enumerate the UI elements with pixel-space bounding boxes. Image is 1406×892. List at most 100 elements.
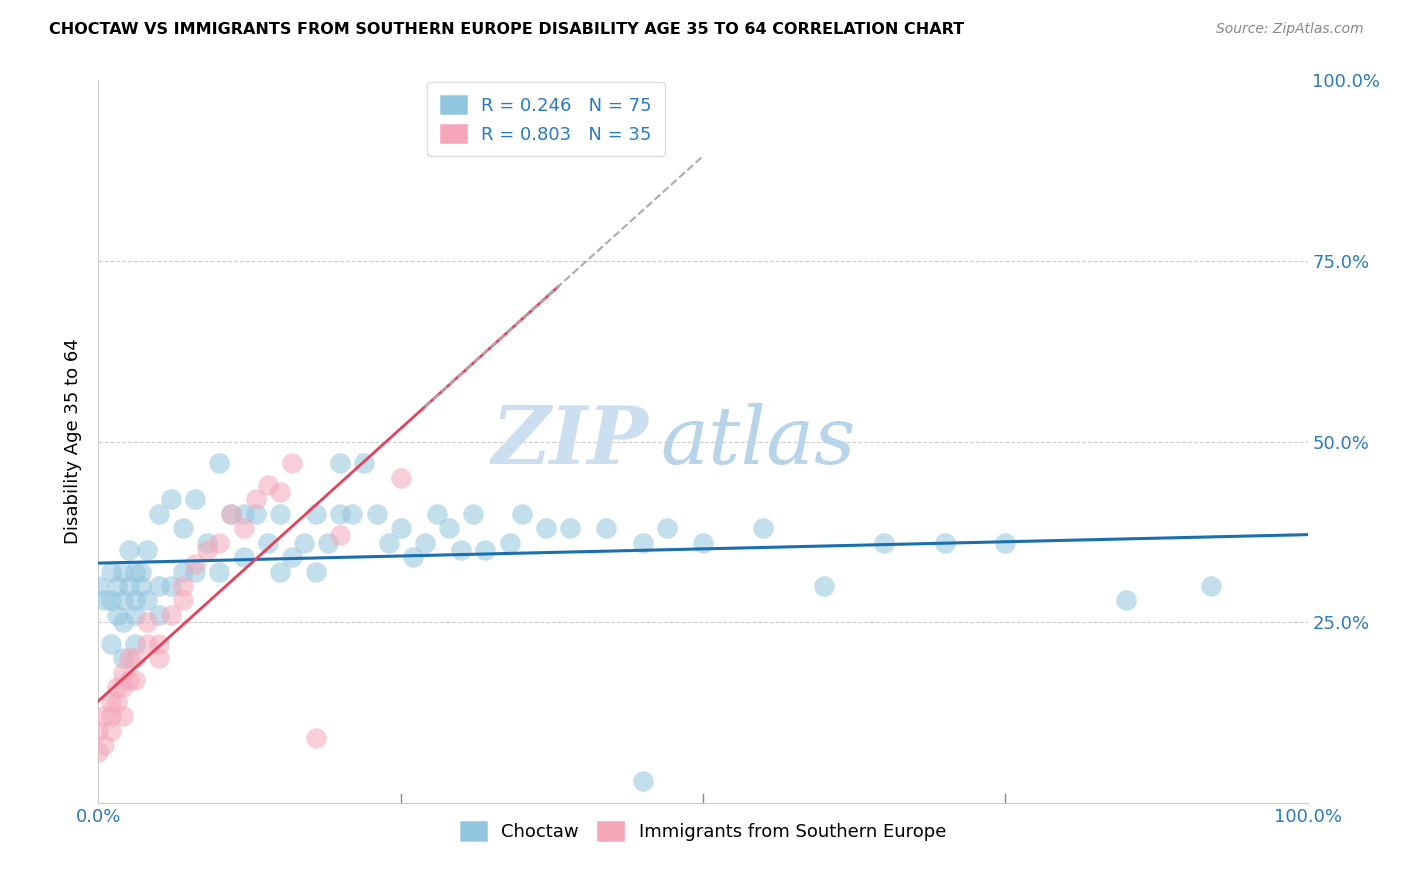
Point	[111, 665, 134, 680]
Point	[172, 521, 194, 535]
Point	[934, 535, 956, 549]
Point	[87, 723, 110, 738]
Point	[100, 637, 122, 651]
Point	[269, 507, 291, 521]
Point	[118, 651, 141, 665]
Point	[195, 535, 218, 549]
Point	[426, 507, 449, 521]
Point	[377, 535, 399, 549]
Point	[124, 637, 146, 651]
Point	[111, 651, 134, 665]
Point	[124, 565, 146, 579]
Point	[329, 507, 352, 521]
Point	[389, 470, 412, 484]
Point	[655, 521, 678, 535]
Point	[534, 521, 557, 535]
Point	[1199, 579, 1222, 593]
Point	[111, 709, 134, 723]
Point	[413, 535, 436, 549]
Point	[118, 542, 141, 557]
Legend: Choctaw, Immigrants from Southern Europe: Choctaw, Immigrants from Southern Europe	[453, 814, 953, 848]
Point	[281, 550, 304, 565]
Point	[160, 607, 183, 622]
Point	[105, 607, 128, 622]
Point	[118, 673, 141, 687]
Point	[148, 651, 170, 665]
Point	[316, 535, 339, 549]
Point	[111, 565, 134, 579]
Point	[437, 521, 460, 535]
Point	[129, 565, 152, 579]
Point	[232, 550, 254, 565]
Point	[329, 456, 352, 470]
Point	[111, 593, 134, 607]
Point	[353, 456, 375, 470]
Point	[498, 535, 520, 549]
Point	[124, 607, 146, 622]
Point	[148, 579, 170, 593]
Point	[160, 579, 183, 593]
Point	[292, 535, 315, 549]
Point	[994, 535, 1017, 549]
Point	[184, 558, 207, 572]
Point	[208, 535, 231, 549]
Point	[172, 565, 194, 579]
Text: atlas: atlas	[661, 403, 856, 480]
Point	[100, 695, 122, 709]
Point	[873, 535, 896, 549]
Point	[269, 485, 291, 500]
Point	[195, 542, 218, 557]
Point	[148, 507, 170, 521]
Point	[752, 521, 775, 535]
Point	[135, 615, 157, 630]
Point	[184, 565, 207, 579]
Point	[184, 492, 207, 507]
Point	[172, 593, 194, 607]
Point	[93, 593, 115, 607]
Point	[148, 637, 170, 651]
Point	[813, 579, 835, 593]
Point	[232, 507, 254, 521]
Point	[135, 542, 157, 557]
Point	[124, 593, 146, 607]
Point	[93, 738, 115, 752]
Point	[87, 745, 110, 759]
Point	[305, 565, 328, 579]
Point	[111, 680, 134, 694]
Point	[172, 579, 194, 593]
Point	[450, 542, 472, 557]
Point	[208, 565, 231, 579]
Point	[389, 521, 412, 535]
Point	[256, 478, 278, 492]
Point	[329, 528, 352, 542]
Point	[135, 637, 157, 651]
Y-axis label: Disability Age 35 to 64: Disability Age 35 to 64	[65, 339, 83, 544]
Point	[474, 542, 496, 557]
Point	[129, 579, 152, 593]
Point	[124, 651, 146, 665]
Point	[558, 521, 581, 535]
Point	[305, 507, 328, 521]
Text: ZIP: ZIP	[492, 403, 648, 480]
Point	[692, 535, 714, 549]
Point	[631, 535, 654, 549]
Point	[232, 521, 254, 535]
Point	[124, 673, 146, 687]
Point	[87, 579, 110, 593]
Point	[245, 492, 267, 507]
Point	[1115, 593, 1137, 607]
Point	[281, 456, 304, 470]
Point	[118, 579, 141, 593]
Point	[269, 565, 291, 579]
Point	[100, 723, 122, 738]
Point	[148, 607, 170, 622]
Text: CHOCTAW VS IMMIGRANTS FROM SOUTHERN EUROPE DISABILITY AGE 35 TO 64 CORRELATION C: CHOCTAW VS IMMIGRANTS FROM SOUTHERN EURO…	[49, 22, 965, 37]
Point	[100, 709, 122, 723]
Point	[105, 695, 128, 709]
Point	[100, 593, 122, 607]
Point	[366, 507, 388, 521]
Point	[105, 579, 128, 593]
Point	[100, 565, 122, 579]
Point	[245, 507, 267, 521]
Text: Source: ZipAtlas.com: Source: ZipAtlas.com	[1216, 22, 1364, 37]
